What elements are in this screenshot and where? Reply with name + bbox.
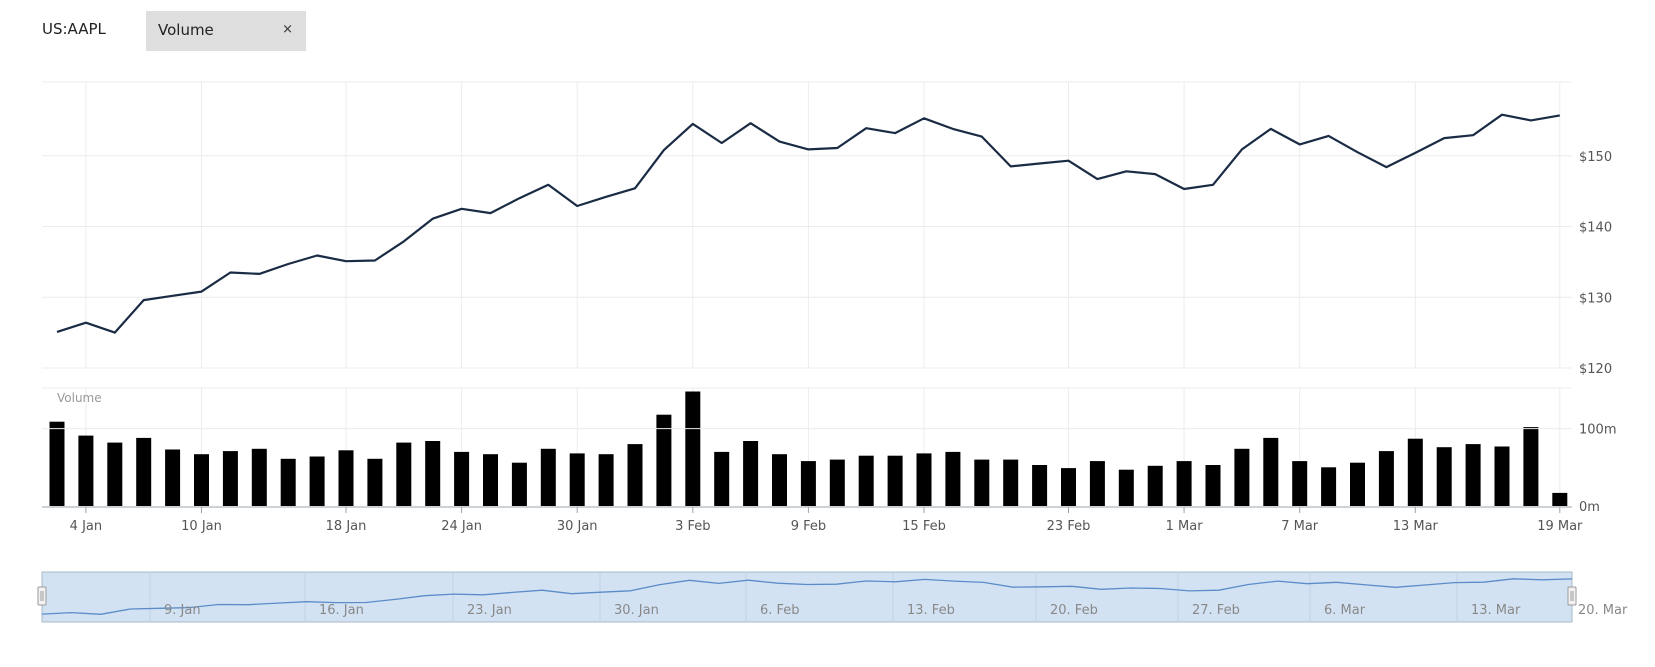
volume-bar <box>280 458 296 506</box>
x-tick-label: 7 Mar <box>1281 519 1319 534</box>
volume-bar <box>916 453 932 506</box>
volume-bar <box>511 462 527 506</box>
volume-bar <box>1436 447 1452 506</box>
volume-panel: Volume 0m 100m <box>42 391 1616 515</box>
volume-bar <box>598 454 614 506</box>
volume-bar <box>165 449 181 506</box>
volume-bar <box>685 391 701 506</box>
x-axis: 4 Jan 10 Jan 18 Jan 24 Jan 30 Jan 3 Feb 9 Feb 1… <box>70 507 1583 534</box>
volume-bar <box>251 448 267 506</box>
volume-bar <box>974 459 990 506</box>
navigator-date-label: 16. Jan <box>319 603 364 618</box>
volume-bar <box>1234 448 1250 506</box>
volume-bar <box>656 414 672 506</box>
navigator-right-handle[interactable] <box>1567 586 1577 606</box>
navigator-range[interactable] <box>41 571 1573 623</box>
volume-bar <box>78 435 94 506</box>
navigator-date-label: 6. Mar <box>1324 603 1366 618</box>
x-tick-label: 13 Mar <box>1393 519 1439 534</box>
price-tick-label: $120 <box>1579 362 1612 377</box>
x-tick-label: 24 Jan <box>441 519 482 534</box>
volume-tick-label: 0m <box>1579 500 1600 515</box>
ticker-symbol: US:AAPL <box>42 20 106 38</box>
navigator-date-label: 27. Feb <box>1192 603 1240 618</box>
x-tick-label: 30 Jan <box>557 519 598 534</box>
navigator-date-label: 20. Feb <box>1050 603 1098 618</box>
x-tick-label: 10 Jan <box>181 519 222 534</box>
price-grid <box>42 81 1572 506</box>
navigator: 9. Jan 16. Jan 23. Jan 30. Jan 6. Feb 13. Feb… <box>37 571 1628 623</box>
volume-bar <box>107 442 123 506</box>
volume-bar <box>800 461 816 506</box>
volume-bar <box>338 450 354 506</box>
volume-bar <box>1176 461 1192 506</box>
x-tick-label: 18 Jan <box>326 519 367 534</box>
volume-bar <box>569 453 585 506</box>
volume-bar <box>136 437 152 506</box>
volume-bar <box>1494 446 1510 506</box>
volume-bar <box>1089 461 1105 506</box>
volume-bar <box>1118 469 1134 506</box>
volume-bar <box>367 458 383 506</box>
navigator-date-label: 13. Mar <box>1471 603 1521 618</box>
volume-bar <box>425 441 441 506</box>
volume-bar <box>627 444 643 506</box>
volume-bar <box>772 454 787 506</box>
navigator-date-label: 13. Feb <box>907 603 955 618</box>
price-panel: $120 $130 $140 $150 <box>56 113 1612 377</box>
volume-bar <box>1061 468 1076 506</box>
x-tick-label: 15 Feb <box>902 519 946 534</box>
volume-bar <box>1407 438 1423 506</box>
x-tick-label: 23 Feb <box>1047 519 1091 534</box>
volume-bar <box>1147 465 1163 506</box>
volume-bar <box>483 454 498 506</box>
navigator-left-handle[interactable] <box>37 586 47 606</box>
volume-bar <box>743 441 759 506</box>
price-tick-label: $150 <box>1579 150 1612 165</box>
navigator-series-line <box>41 578 1573 615</box>
volume-tick-label: 100m <box>1579 423 1616 438</box>
navigator-date-label: 20. Mar <box>1578 603 1628 618</box>
volume-bar <box>887 455 903 506</box>
volume-bar <box>222 451 238 506</box>
navigator-date-label: 6. Feb <box>760 603 800 618</box>
volume-bar <box>540 448 556 506</box>
volume-bar <box>194 454 209 506</box>
volume-bar <box>1465 444 1481 506</box>
navigator-date-label: 9. Jan <box>164 603 201 618</box>
navigator-date-label: 23. Jan <box>467 603 512 618</box>
volume-bar <box>454 451 470 506</box>
volume-bar <box>1263 437 1279 506</box>
x-tick-label: 3 Feb <box>675 519 710 534</box>
volume-bar <box>1321 467 1337 506</box>
volume-bar <box>309 456 325 506</box>
volume-panel-label: Volume <box>57 391 102 405</box>
volume-tag-label: Volume <box>158 21 214 39</box>
price-series-line <box>56 113 1560 334</box>
volume-bar <box>1378 451 1394 506</box>
close-icon[interactable]: × <box>282 22 293 37</box>
volume-indicator-tag[interactable]: Volume × <box>146 11 306 51</box>
volume-bar <box>945 451 961 506</box>
volume-bar <box>1350 462 1365 506</box>
volume-bar <box>829 459 845 506</box>
navigator-date-label: 30. Jan <box>614 603 659 618</box>
volume-bar <box>1292 461 1308 506</box>
volume-bar <box>858 455 874 506</box>
price-tick-label: $140 <box>1579 221 1612 236</box>
volume-bar <box>1523 427 1539 506</box>
volume-bar <box>396 442 412 506</box>
volume-bar <box>714 451 730 506</box>
x-tick-label: 1 Mar <box>1166 519 1204 534</box>
x-tick-label: 9 Feb <box>791 519 826 534</box>
volume-bar <box>1032 465 1048 506</box>
volume-bar <box>1552 492 1568 506</box>
x-tick-label: 4 Jan <box>70 519 102 534</box>
volume-bar <box>49 421 65 506</box>
volume-bar <box>1205 465 1221 506</box>
price-tick-label: $130 <box>1579 291 1612 306</box>
volume-bar <box>1003 459 1019 506</box>
x-tick-label: 19 Mar <box>1537 519 1583 534</box>
